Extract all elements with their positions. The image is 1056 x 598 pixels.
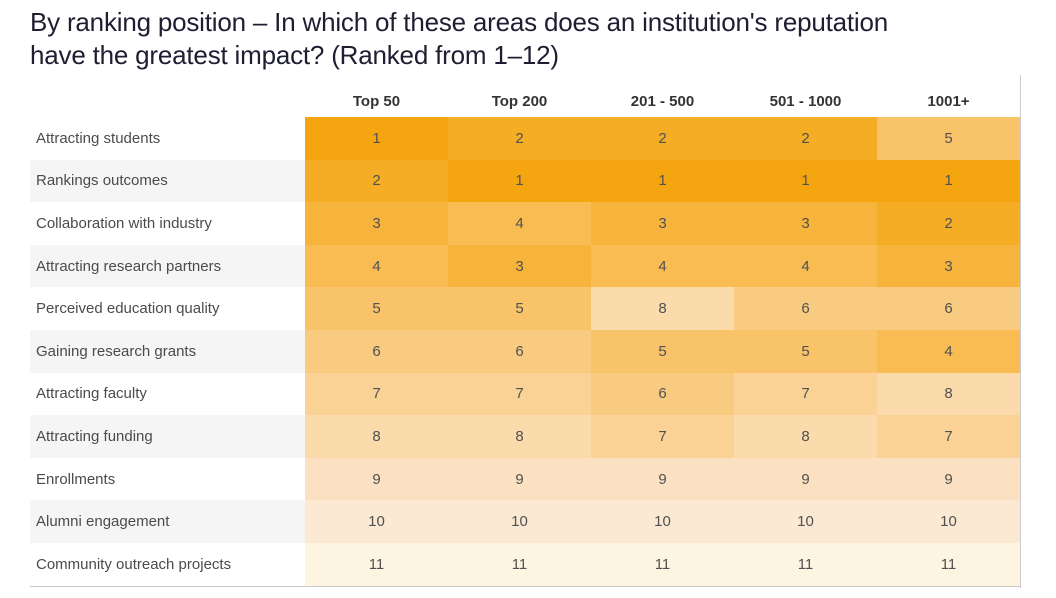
table-row: Community outreach projects 11 11 11 11 11 [30, 542, 1020, 586]
rank-cell[interactable]: 6 [448, 329, 591, 373]
rank-cell[interactable]: 8 [877, 372, 1020, 416]
row-label: Gaining research grants [30, 329, 305, 373]
table-row: Enrollments 9 9 9 9 9 [30, 457, 1020, 501]
row-label: Rankings outcomes [30, 159, 305, 203]
table-row: Attracting students 1 2 2 2 5 [30, 117, 1020, 160]
rank-cell[interactable]: 1 [591, 159, 734, 203]
rank-cell[interactable]: 2 [734, 117, 877, 160]
row-label: Community outreach projects [36, 555, 232, 573]
rank-cell[interactable]: 6 [591, 372, 734, 416]
rank-cell[interactable]: 3 [305, 202, 448, 245]
column-header: Top 200 [491, 93, 548, 110]
table-body: Attracting students 1 2 2 2 5 Rankings outcome… [30, 117, 1020, 586]
rank-cell[interactable]: 4 [877, 329, 1020, 373]
row-label: Attracting students [36, 129, 161, 147]
row-label: Perceived education quality [36, 300, 220, 318]
row-label: Alumni engagement [30, 500, 305, 543]
table-row: Attracting research partners 4 3 4 4 3 [30, 244, 1020, 288]
rank-cell[interactable]: 11 [448, 542, 591, 586]
rank-cell[interactable]: 9 [448, 457, 591, 501]
rank-cell[interactable]: 8 [305, 415, 448, 458]
rank-cell[interactable]: 5 [734, 329, 877, 373]
rank-cell[interactable]: 9 [734, 457, 877, 501]
table-row: Attracting funding 8 8 7 8 7 [30, 415, 1020, 458]
column-header: Top 50 [352, 93, 401, 110]
rank-cell[interactable]: 2 [305, 159, 448, 203]
table-row: Perceived education quality 5 5 8 6 6 [30, 287, 1020, 330]
table-row: Rankings outcomes 2 1 1 1 1 [30, 159, 1020, 203]
rank-cell[interactable]: 3 [877, 244, 1020, 288]
rank-cell[interactable]: 11 [305, 542, 448, 586]
table-row: Alumni engagement 10 10 10 10 10 [30, 500, 1020, 543]
rank-cell[interactable]: 9 [305, 457, 448, 501]
rank-cell[interactable]: 1 [305, 117, 448, 160]
page-title-line1: By ranking position – In which of these … [30, 7, 889, 37]
table-row: Gaining research grants 6 6 5 5 4 [30, 329, 1020, 373]
rank-cell[interactable]: 2 [877, 202, 1020, 245]
rank-cell[interactable]: 3 [591, 202, 734, 245]
rank-cell[interactable]: 4 [448, 202, 591, 245]
rank-cell[interactable]: 7 [448, 372, 591, 416]
page-title: By ranking position – In which of these … [30, 6, 1030, 72]
rank-cell[interactable]: 2 [448, 117, 591, 160]
rank-cell[interactable]: 10 [448, 500, 591, 543]
rank-cell[interactable]: 8 [591, 287, 734, 330]
rank-cell[interactable]: 11 [734, 542, 877, 586]
row-label: Attracting faculty [36, 385, 147, 403]
table-bottom-border [30, 586, 1020, 587]
rank-cell[interactable]: 11 [591, 542, 734, 586]
column-header: 1001+ [927, 93, 970, 110]
rank-cell[interactable]: 8 [448, 415, 591, 458]
rank-cell[interactable]: 1 [448, 159, 591, 203]
row-label: Attracting funding [30, 415, 305, 458]
row-label: Enrollments [36, 470, 116, 488]
rank-cell[interactable]: 8 [734, 415, 877, 458]
rank-cell[interactable]: 3 [734, 202, 877, 245]
rank-cell[interactable]: 9 [591, 457, 734, 501]
rank-cell[interactable]: 4 [591, 244, 734, 288]
page-title-line2: have the greatest impact? (Ranked from 1… [30, 40, 559, 70]
rank-cell[interactable]: 4 [734, 244, 877, 288]
rank-cell[interactable]: 3 [448, 244, 591, 288]
rank-cell[interactable]: 1 [734, 159, 877, 203]
rank-cell[interactable]: 6 [305, 329, 448, 373]
rank-cell[interactable]: 11 [877, 542, 1020, 586]
rank-cell[interactable]: 7 [734, 372, 877, 416]
rank-cell[interactable]: 9 [877, 457, 1020, 501]
rank-cell[interactable]: 5 [305, 287, 448, 330]
rank-cell[interactable]: 5 [448, 287, 591, 330]
rank-cell[interactable]: 2 [591, 117, 734, 160]
rank-cell[interactable]: 7 [305, 372, 448, 416]
table-row: Collaboration with industry 3 4 3 3 2 [30, 202, 1020, 245]
rank-cell[interactable]: 10 [591, 500, 734, 543]
header-row: Top 50 Top 200 201 - 500 501 - 1000 1001+ [30, 90, 1020, 117]
rank-cell[interactable]: 10 [305, 500, 448, 543]
table-row: Attracting faculty 7 7 6 7 8 [30, 372, 1020, 416]
rank-cell[interactable]: 7 [877, 415, 1020, 458]
rank-cell[interactable]: 7 [591, 415, 734, 458]
rank-cell[interactable]: 5 [591, 329, 734, 373]
rank-cell[interactable]: 10 [734, 500, 877, 543]
rank-cell[interactable]: 5 [877, 117, 1020, 160]
column-header: 501 - 1000 [769, 93, 842, 110]
rank-cell[interactable]: 4 [305, 244, 448, 288]
table-right-border [1020, 75, 1021, 588]
rank-cell[interactable]: 6 [877, 287, 1020, 330]
heatmap-table: Top 50 Top 200 201 - 500 501 - 1000 1001+ At… [30, 90, 1020, 586]
rank-cell[interactable]: 1 [877, 159, 1020, 203]
row-label: Attracting research partners [30, 244, 305, 288]
rank-cell[interactable]: 6 [734, 287, 877, 330]
row-label: Collaboration with industry [36, 214, 212, 232]
rank-cell[interactable]: 10 [877, 500, 1020, 543]
column-header: 201 - 500 [630, 93, 695, 110]
